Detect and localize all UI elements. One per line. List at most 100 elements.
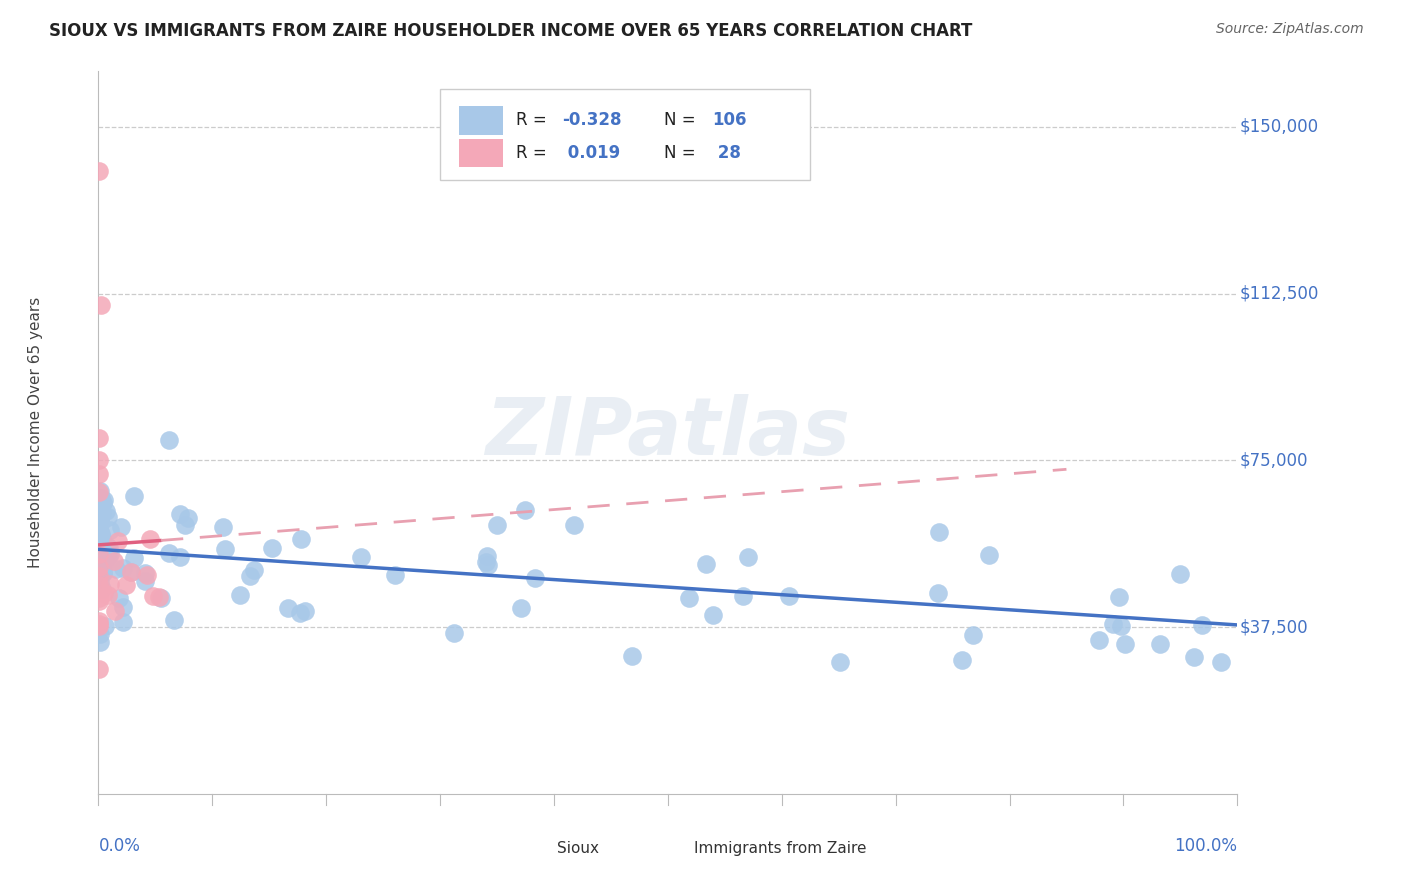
Point	[87, 569, 110, 583]
Point	[122, 551, 145, 566]
Point	[112, 561, 135, 575]
Point	[97, 541, 120, 555]
Point	[89, 514, 111, 528]
Point	[89, 563, 111, 577]
Point	[163, 613, 186, 627]
FancyBboxPatch shape	[460, 106, 503, 135]
Text: $112,500: $112,500	[1240, 285, 1319, 302]
Point	[477, 558, 499, 572]
Point	[733, 589, 755, 603]
Point	[1114, 637, 1136, 651]
Point	[678, 591, 700, 606]
Point	[149, 591, 172, 605]
Text: R =: R =	[516, 144, 547, 162]
FancyBboxPatch shape	[520, 838, 548, 859]
Point	[90, 531, 112, 545]
Point	[89, 548, 111, 562]
FancyBboxPatch shape	[657, 838, 685, 859]
Point	[89, 467, 111, 481]
Text: 28: 28	[713, 144, 741, 162]
Point	[97, 588, 120, 602]
Point	[90, 505, 112, 519]
Point	[97, 550, 120, 565]
Point	[1191, 618, 1213, 632]
Point	[89, 503, 111, 517]
Point	[157, 546, 180, 560]
Point	[96, 539, 118, 553]
Point	[93, 586, 115, 600]
Point	[93, 557, 115, 571]
Point	[94, 504, 117, 518]
Text: Source: ZipAtlas.com: Source: ZipAtlas.com	[1216, 22, 1364, 37]
Point	[141, 589, 163, 603]
Point	[91, 566, 114, 581]
Point	[1108, 591, 1130, 605]
Point	[87, 594, 110, 608]
Text: N =: N =	[665, 144, 696, 162]
Point	[96, 543, 118, 558]
Point	[103, 554, 125, 568]
Text: 0.0%: 0.0%	[98, 838, 141, 855]
Point	[702, 607, 724, 622]
Point	[104, 604, 127, 618]
Point	[1168, 567, 1191, 582]
Point	[97, 545, 120, 559]
Point	[94, 619, 117, 633]
Point	[89, 627, 111, 641]
Text: $150,000: $150,000	[1240, 118, 1319, 136]
Point	[89, 484, 111, 499]
Point	[89, 543, 111, 558]
Point	[737, 549, 759, 564]
Point	[1102, 616, 1125, 631]
Point	[524, 571, 547, 585]
Text: $37,500: $37,500	[1240, 618, 1308, 636]
Point	[114, 578, 136, 592]
Point	[928, 524, 950, 539]
Point	[91, 582, 114, 597]
Text: ZIPatlas: ZIPatlas	[485, 393, 851, 472]
Text: N =: N =	[665, 112, 696, 129]
Point	[89, 483, 111, 498]
Point	[90, 540, 112, 554]
FancyBboxPatch shape	[460, 138, 503, 168]
Point	[294, 604, 316, 618]
Point	[443, 625, 465, 640]
Point	[87, 164, 110, 178]
Point	[828, 655, 851, 669]
Point	[89, 574, 111, 589]
Point	[89, 517, 111, 532]
FancyBboxPatch shape	[440, 89, 810, 180]
Point	[979, 548, 1001, 562]
Point	[562, 518, 585, 533]
Point	[98, 523, 121, 537]
Point	[475, 549, 498, 564]
Point	[174, 517, 197, 532]
Point	[169, 507, 191, 521]
Point	[486, 517, 509, 532]
Point	[89, 634, 111, 648]
Point	[290, 532, 312, 546]
Point	[157, 433, 180, 447]
Point	[136, 568, 159, 582]
Point	[87, 453, 110, 467]
Text: -0.328: -0.328	[562, 112, 621, 129]
Point	[93, 492, 115, 507]
Point	[87, 578, 110, 592]
Text: Householder Income Over 65 years: Householder Income Over 65 years	[28, 297, 44, 568]
Point	[122, 489, 145, 503]
Point	[89, 530, 111, 544]
Text: $75,000: $75,000	[1240, 451, 1308, 469]
Point	[89, 497, 111, 511]
Point	[513, 503, 536, 517]
Point	[134, 566, 156, 581]
Point	[1088, 632, 1111, 647]
Text: 100.0%: 100.0%	[1174, 838, 1237, 855]
Text: R =: R =	[516, 112, 547, 129]
Point	[90, 507, 112, 521]
Point	[89, 431, 111, 445]
Point	[90, 526, 112, 541]
Point	[176, 511, 198, 525]
Point	[89, 551, 111, 566]
Point	[91, 563, 114, 577]
Point	[87, 591, 110, 605]
